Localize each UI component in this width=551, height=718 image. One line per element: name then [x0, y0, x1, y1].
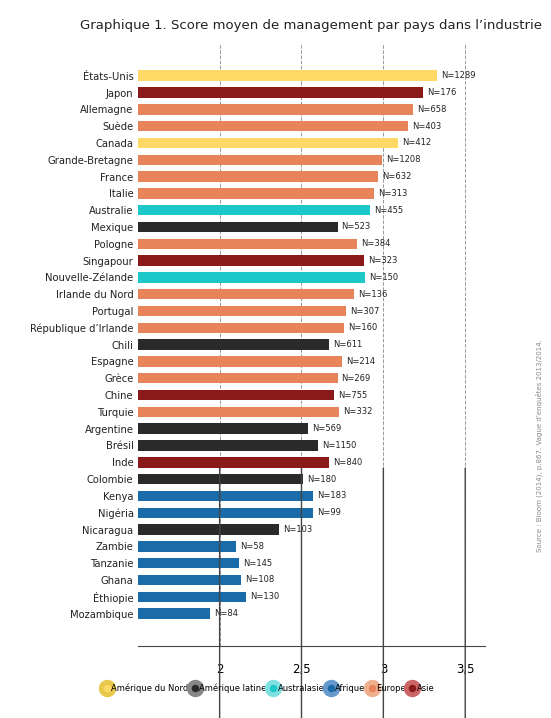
Text: N=136: N=136: [358, 290, 387, 299]
Text: N=307: N=307: [350, 307, 379, 315]
Text: N=332: N=332: [343, 407, 372, 416]
Bar: [138, 154, 382, 165]
Bar: [138, 424, 308, 434]
Bar: [138, 574, 241, 585]
Text: Source : Bloom (2014), p.867. Vague d’enquêtes 2013/2014.: Source : Bloom (2014), p.867. Vague d’en…: [535, 339, 543, 551]
Bar: [138, 457, 329, 467]
Text: N=313: N=313: [377, 189, 407, 198]
Text: N=150: N=150: [369, 273, 398, 282]
Text: N=632: N=632: [382, 172, 412, 181]
Bar: [138, 508, 313, 518]
Title: Graphique 1. Score moyen de management par pays dans l’industrie: Graphique 1. Score moyen de management p…: [80, 19, 542, 32]
Bar: [138, 205, 370, 215]
Bar: [138, 222, 338, 232]
Bar: [138, 172, 379, 182]
Bar: [138, 541, 236, 551]
Bar: [138, 70, 437, 81]
Text: N=99: N=99: [317, 508, 341, 517]
Bar: [138, 340, 329, 350]
Text: N=1289: N=1289: [441, 71, 476, 80]
Text: N=269: N=269: [342, 374, 371, 383]
Text: N=160: N=160: [348, 323, 377, 332]
Text: N=145: N=145: [244, 559, 273, 568]
Text: N=611: N=611: [333, 340, 363, 349]
Legend: Amérique du Nord, Amérique latine, Australasie, Afrique, Europe, Asie: Amérique du Nord, Amérique latine, Austr…: [105, 684, 435, 693]
Bar: [138, 238, 357, 249]
Bar: [138, 390, 334, 400]
Text: N=214: N=214: [347, 357, 376, 366]
Bar: [138, 440, 318, 451]
Text: N=455: N=455: [374, 205, 403, 215]
Bar: [138, 608, 210, 619]
Text: N=1208: N=1208: [386, 155, 420, 164]
Bar: [138, 256, 364, 266]
Text: N=523: N=523: [342, 223, 371, 231]
Bar: [138, 104, 413, 115]
Text: N=58: N=58: [240, 542, 264, 551]
Text: N=840: N=840: [333, 458, 363, 467]
Text: N=412: N=412: [402, 139, 431, 147]
Bar: [138, 88, 423, 98]
Bar: [138, 373, 338, 383]
Bar: [138, 188, 374, 199]
Bar: [138, 406, 339, 417]
Text: N=180: N=180: [307, 475, 337, 484]
Text: N=108: N=108: [245, 575, 274, 584]
Bar: [138, 474, 303, 485]
Bar: [138, 558, 239, 569]
Text: N=1150: N=1150: [322, 441, 356, 450]
Bar: [138, 121, 408, 131]
Bar: [138, 272, 365, 283]
Bar: [138, 356, 342, 367]
Bar: [138, 322, 344, 333]
Text: N=176: N=176: [427, 88, 456, 97]
Text: N=755: N=755: [338, 391, 368, 399]
Bar: [138, 490, 313, 501]
Bar: [138, 138, 398, 148]
Text: N=103: N=103: [283, 525, 312, 534]
Text: N=183: N=183: [317, 491, 347, 500]
Text: N=130: N=130: [250, 592, 279, 601]
Text: N=403: N=403: [412, 121, 441, 131]
Bar: [138, 289, 354, 299]
Text: N=569: N=569: [312, 424, 342, 433]
Text: N=84: N=84: [214, 609, 238, 618]
Bar: [138, 306, 345, 316]
Bar: [138, 592, 246, 602]
Text: N=384: N=384: [361, 239, 391, 248]
Bar: [138, 524, 279, 535]
Text: N=323: N=323: [368, 256, 397, 265]
Text: N=658: N=658: [417, 105, 446, 114]
